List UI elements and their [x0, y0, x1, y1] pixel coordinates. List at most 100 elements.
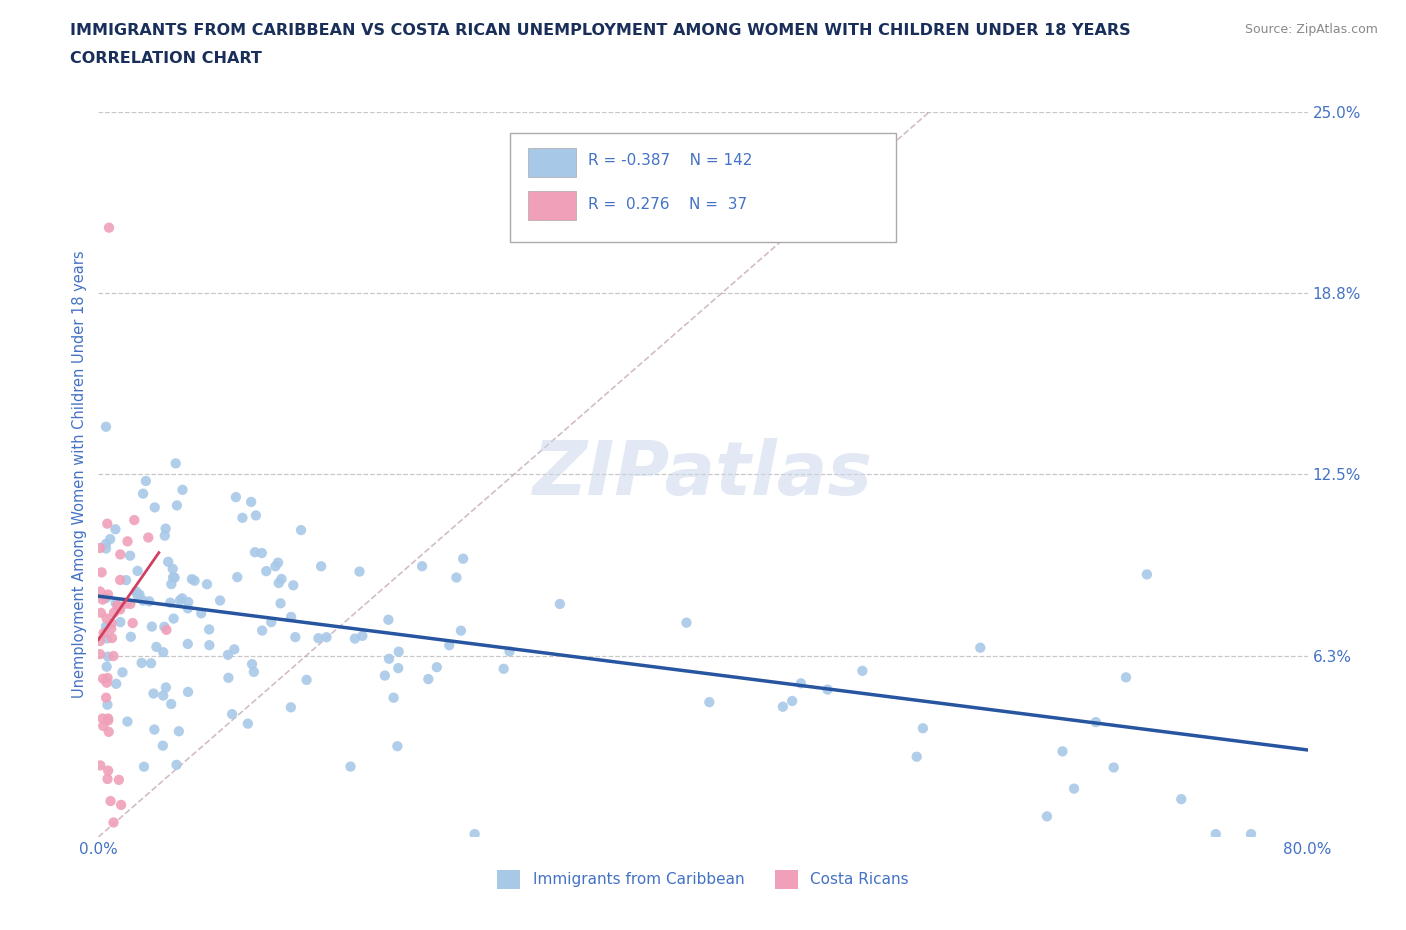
Point [104, 522, 127, 537]
Point [1205, 827, 1227, 842]
Point [94, 690, 117, 705]
Point [90, 605, 112, 620]
Point [177, 636, 200, 651]
Point [226, 570, 249, 585]
Point [166, 498, 188, 512]
Point [115, 573, 138, 588]
Point [245, 508, 267, 523]
Point [143, 722, 166, 737]
Point [166, 757, 188, 772]
Point [177, 594, 200, 609]
Point [104, 596, 127, 611]
Point [243, 545, 266, 560]
Point [160, 577, 183, 591]
Point [450, 623, 472, 638]
Point [103, 815, 125, 830]
Point [240, 495, 263, 510]
Point [108, 573, 131, 588]
Point [91, 592, 114, 607]
Point [103, 648, 125, 663]
Point [181, 572, 204, 587]
Point [97, 724, 120, 739]
Point [152, 644, 174, 659]
Point [98, 220, 121, 235]
Point [377, 612, 399, 627]
Point [243, 664, 266, 679]
Point [418, 671, 440, 686]
Point [236, 716, 259, 731]
Point [97, 713, 120, 728]
Point [132, 486, 155, 501]
Point [108, 773, 131, 788]
Point [352, 629, 374, 644]
Point [90, 565, 112, 579]
Point [315, 630, 337, 644]
Point [374, 668, 396, 683]
Point [120, 630, 142, 644]
Point [143, 500, 166, 515]
Point [172, 483, 194, 498]
Point [110, 615, 132, 630]
Point [142, 686, 165, 701]
Point [267, 555, 290, 570]
Point [231, 511, 253, 525]
Text: CORRELATION CHART: CORRELATION CHART [70, 51, 262, 66]
Point [169, 592, 191, 607]
Point [89, 584, 111, 599]
Point [195, 577, 218, 591]
Point [96, 671, 118, 685]
Point [121, 616, 143, 631]
Point [98, 532, 121, 547]
Point [190, 606, 212, 621]
Point [817, 682, 839, 697]
Point [131, 656, 153, 671]
Point [382, 690, 405, 705]
Point [96, 631, 118, 646]
Point [177, 684, 200, 699]
Point [160, 697, 183, 711]
Point [100, 621, 122, 636]
Point [1084, 714, 1107, 729]
Point [492, 661, 515, 676]
Text: R = -0.387    N = 142: R = -0.387 N = 142 [588, 153, 752, 168]
Point [969, 640, 991, 655]
FancyBboxPatch shape [527, 148, 576, 177]
Point [108, 600, 131, 615]
Point [177, 601, 200, 616]
Point [198, 622, 221, 637]
Point [94, 591, 117, 605]
Point [387, 738, 409, 753]
Point [110, 547, 132, 562]
Point [96, 698, 118, 712]
Point [309, 559, 332, 574]
Point [96, 772, 118, 787]
Point [136, 530, 159, 545]
Point [152, 738, 174, 753]
Point [780, 694, 803, 709]
Point [217, 671, 239, 685]
Point [280, 609, 302, 624]
Point [97, 764, 120, 778]
Point [115, 596, 138, 611]
Point [97, 587, 120, 602]
Point [1170, 791, 1192, 806]
Text: ZIPatlas: ZIPatlas [533, 438, 873, 511]
Point [172, 591, 194, 605]
Point [94, 541, 117, 556]
Point [295, 672, 318, 687]
Point [105, 598, 128, 613]
Point [89, 633, 111, 648]
Text: Source: ZipAtlas.com: Source: ZipAtlas.com [1244, 23, 1378, 36]
Point [905, 750, 928, 764]
Point [145, 640, 167, 655]
Point [387, 660, 409, 675]
Point [388, 644, 411, 659]
Point [96, 675, 118, 690]
Point [283, 578, 305, 592]
Point [110, 797, 132, 812]
Point [132, 593, 155, 608]
Point [1115, 670, 1137, 684]
Point [349, 565, 371, 579]
Point [135, 473, 157, 488]
Point [217, 647, 239, 662]
